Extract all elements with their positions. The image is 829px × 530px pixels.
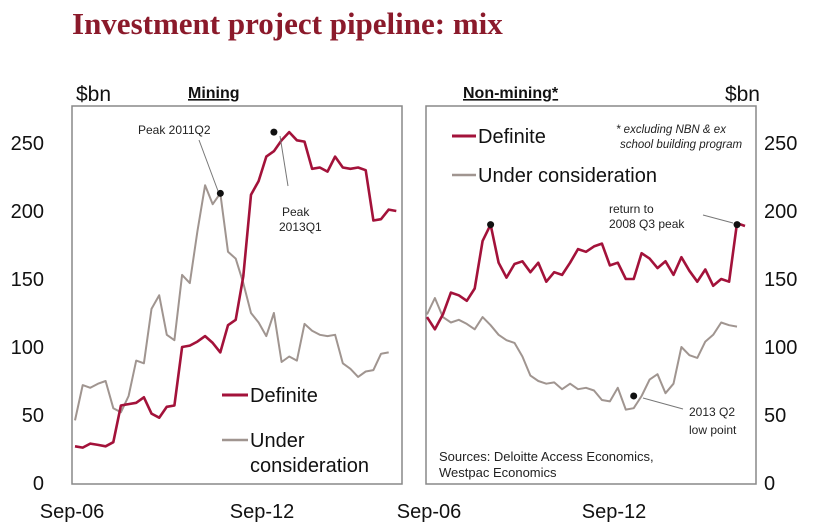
y-tick-label-left: 200 <box>11 201 44 223</box>
sources-line: Sources: Deloitte Access Economics, <box>439 449 654 464</box>
non-mining-definite-line <box>425 221 746 331</box>
low-point-line: 2013 Q2 <box>689 405 735 419</box>
sources-line: Westpac Economics <box>439 465 557 480</box>
peak-2013q1-line: 2013Q1 <box>279 220 322 234</box>
non-mining-xtick-label: Sep-06 <box>397 501 462 523</box>
low-point-line: low point <box>689 423 737 437</box>
non-mining-legend-under: Under consideration <box>478 165 657 187</box>
y-tick-label-right: 150 <box>764 269 797 291</box>
peak-2011q2-marker <box>216 189 224 197</box>
left-unit-label: $bn <box>76 83 111 106</box>
mining-series <box>74 128 397 449</box>
mining-panel-frame <box>71 105 403 485</box>
non-mining-series <box>425 221 746 411</box>
peak-2013q1-leader <box>279 135 289 187</box>
non-mining-panel-title: Non-mining* <box>463 85 559 102</box>
y-tick-label-left: 0 <box>33 473 44 495</box>
mining-legend-under: Under consideration <box>250 430 369 477</box>
y-tick-label-left: 250 <box>11 133 44 155</box>
return-peak-line: 2008 Q3 peak <box>609 217 685 231</box>
y-tick-label-right: 200 <box>764 201 797 223</box>
non-mining-legend-definite: Definite <box>478 126 546 148</box>
mining-legend-definite: Definite <box>250 385 318 407</box>
mining-xtick-label: Sep-12 <box>230 501 295 523</box>
footnote: * excluding NBN & ex school building pro… <box>616 124 743 151</box>
mining-under-consideration-line <box>74 184 389 421</box>
non-mining-xtick-label: Sep-12 <box>582 501 647 523</box>
non-mining-panel-frame <box>425 105 757 485</box>
low-point-marker <box>630 392 638 400</box>
y-tick-label-right: 0 <box>764 473 775 495</box>
y-tick-label-left: 150 <box>11 269 44 291</box>
y-tick-label-right: 100 <box>764 337 797 359</box>
footnote-line: * excluding NBN & ex <box>616 124 727 136</box>
y-axis-left: 0 50 100 150 200 250 <box>11 133 44 495</box>
mining-panel-title: Mining <box>188 85 240 102</box>
low-point-leader <box>642 397 684 410</box>
return-peak-label: return to 2008 Q3 peak <box>609 202 685 231</box>
peak-2013q1-line: Peak <box>282 205 310 219</box>
q3-2008-peak-marker <box>487 221 495 229</box>
non-mining-under-consideration-line <box>426 297 738 411</box>
low-point-label: 2013 Q2 low point <box>689 405 738 437</box>
peak-2011q2-leader <box>198 139 219 192</box>
mining-legend-under-line: Under <box>250 430 305 452</box>
y-axis-right: 0 50 100 150 200 250 <box>764 133 797 495</box>
mining-legend-under-line: consideration <box>250 455 369 477</box>
mining-xtick-label: Sep-06 <box>40 501 105 523</box>
footnote-line: school building program <box>620 139 743 151</box>
peak-2013q1-label: Peak 2013Q1 <box>279 205 322 234</box>
peak-2013q1-marker <box>270 128 278 136</box>
return-peak-marker <box>733 221 741 229</box>
mining-definite-line <box>74 130 397 449</box>
y-tick-label-right: 250 <box>764 133 797 155</box>
chart-title: Investment project pipeline: mix <box>72 6 503 41</box>
return-peak-line: return to <box>609 202 654 216</box>
return-peak-leader <box>702 214 734 224</box>
y-tick-label-left: 100 <box>11 337 44 359</box>
y-tick-label-right: 50 <box>764 405 786 427</box>
peak-2011q2-label: Peak 2011Q2 <box>138 123 211 137</box>
y-tick-label-left: 50 <box>22 405 44 427</box>
sources-note: Sources: Deloitte Access Economics, West… <box>439 449 657 480</box>
right-unit-label: $bn <box>725 83 760 106</box>
